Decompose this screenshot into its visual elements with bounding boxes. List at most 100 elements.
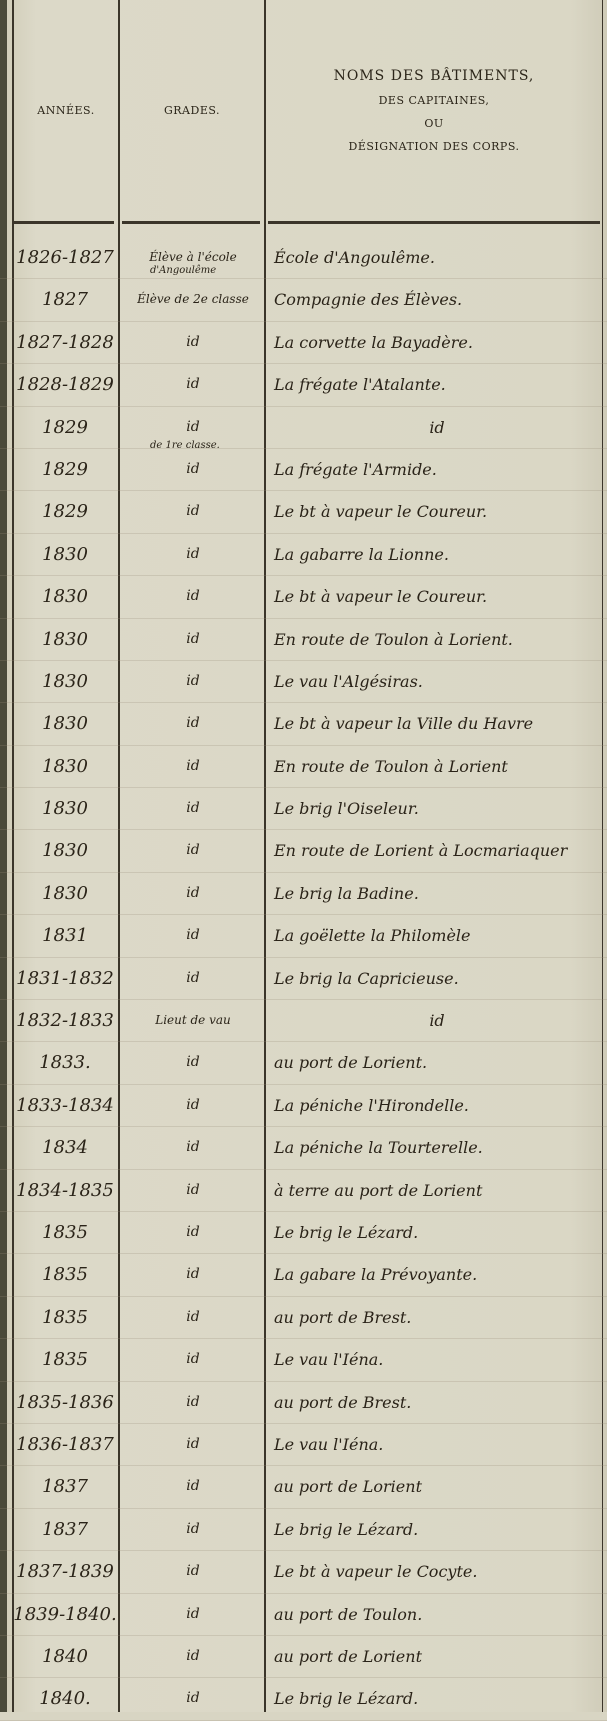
- register-row: 1835 id Le vau l'Iéna.: [0, 1339, 607, 1382]
- grade-cell: id: [186, 800, 200, 817]
- grade-cell: id: [186, 969, 200, 986]
- posting-cell: Le vau l'Iéna.: [274, 1350, 384, 1370]
- year-cell: 1827-1828: [16, 331, 114, 353]
- posting-cell: Le brig l'Oiseleur.: [274, 799, 419, 819]
- register-row: 1830 id En route de Lorient à Locmariaquer: [0, 830, 607, 873]
- grade-cell: id: [186, 1223, 200, 1240]
- posting-cell: La gabarre la Lionne.: [274, 544, 449, 564]
- year-cell: 1826-1827: [16, 247, 114, 268]
- register-row: 1837 id Le brig le Lézard.: [0, 1509, 607, 1552]
- column-divider: [602, 0, 603, 1712]
- grade-cell: Élève à l'école: [149, 250, 237, 264]
- posting-cell: au port de Toulon.: [274, 1604, 423, 1624]
- grade-cell: id: [186, 715, 200, 732]
- grade-cell: id: [186, 1139, 200, 1156]
- year-cell: 1835: [42, 1264, 88, 1286]
- posting-cell: Compagnie des Élèves.: [274, 290, 463, 310]
- register-row: 1833-1834 id La péniche l'Hirondelle.: [0, 1085, 607, 1128]
- posting-cell: Le bt à vapeur la Ville du Havre: [274, 714, 534, 734]
- grade-cell: id: [186, 545, 200, 562]
- grade-note-first-class: de 1re classe.: [150, 440, 220, 451]
- posting-cell: à terre au port de Lorient: [274, 1180, 483, 1200]
- register-rows: 1826-1827 Élève à l'école École d'Angoulêm…: [0, 237, 607, 1721]
- year-cell: 1830: [42, 882, 88, 904]
- grade-cell: id: [186, 460, 200, 477]
- page-edge: [0, 0, 7, 1712]
- year-cell: 1829: [42, 416, 88, 438]
- grade-cell: id: [186, 1054, 200, 1071]
- grade-cell: id: [186, 418, 200, 435]
- posting-cell: au port de Lorient: [274, 1646, 422, 1666]
- year-cell: 1835: [42, 1221, 88, 1243]
- year-cell: 1828-1829: [16, 374, 114, 396]
- register-row: 1833. id au port de Lorient.: [0, 1042, 607, 1085]
- register-row: 1835-1836 id au port de Brest.: [0, 1382, 607, 1424]
- grade-cell: id: [186, 1647, 200, 1664]
- header-rule: [268, 221, 600, 224]
- posting-cell: au port de Brest.: [274, 1307, 412, 1327]
- year-cell: 1829: [42, 501, 88, 523]
- register-row: 1830 id En route de Toulon à Lorient: [0, 746, 607, 789]
- register-row: 1840. id Le brig le Lézard.: [0, 1678, 607, 1721]
- year-cell: 1830: [42, 543, 88, 565]
- register-row: 1837-1839 id Le bt à vapeur le Cocyte.: [0, 1551, 607, 1594]
- year-cell: 1834: [42, 1137, 88, 1159]
- register-row: 1827-1828 id La corvette la Bayadère.: [0, 322, 607, 365]
- register-row: 1828-1829 id La frégate l'Atalante.: [0, 364, 607, 407]
- register-row: 1830 id Le vau l'Algésiras.: [0, 661, 607, 704]
- year-cell: 1835: [42, 1306, 88, 1328]
- header-names-line4: DÉSIGNATION DES CORPS.: [348, 139, 520, 153]
- header-rule: [122, 221, 260, 224]
- column-divider: [118, 0, 120, 1712]
- register-row: 1831 id La goëlette la Philomèle: [0, 915, 607, 958]
- year-cell: 1837: [42, 1476, 88, 1498]
- posting-cell: Le vau l'Algésiras.: [274, 671, 423, 691]
- grade-cell: id: [186, 1308, 200, 1325]
- posting-cell: Le brig le Lézard.: [274, 1519, 419, 1539]
- year-cell: 1830: [42, 755, 88, 777]
- register-row: 1830 id Le brig la Badine.: [0, 873, 607, 916]
- register-row: 1827 Élève de 2e classe Compagnie des Élèv…: [0, 279, 607, 322]
- register-row: 1839-1840. id au port de Toulon.: [0, 1594, 607, 1636]
- register-row: 1835 id La gabare la Prévoyante.: [0, 1254, 607, 1297]
- posting-cell: Le brig la Badine.: [274, 883, 419, 903]
- header-years: ANNÉES.: [14, 0, 118, 220]
- grade-cell: id: [186, 1393, 200, 1410]
- posting-cell: Le brig le Lézard.: [274, 1222, 419, 1242]
- year-cell: 1830: [42, 798, 88, 820]
- register-row: 1835 id au port de Brest.: [0, 1297, 607, 1340]
- header-names-line3: OU: [424, 116, 444, 130]
- year-cell: 1827: [42, 289, 88, 311]
- posting-cell: La frégate l'Atalante.: [274, 375, 446, 395]
- year-cell: 1832-1833: [16, 1010, 114, 1032]
- year-cell: 1835: [42, 1349, 88, 1371]
- register-row: 1840 id au port de Lorient: [0, 1636, 607, 1679]
- year-cell: 1833.: [39, 1052, 91, 1074]
- grade-cell: id: [186, 757, 200, 774]
- header-rule: [14, 221, 114, 224]
- grade-cell: id: [186, 376, 200, 393]
- posting-cell: id: [429, 1011, 445, 1031]
- column-divider: [12, 0, 14, 1712]
- posting-cell: En route de Lorient à Locmariaquer: [274, 841, 568, 861]
- register-row: 1836-1837 id Le vau l'Iéna.: [0, 1424, 607, 1467]
- register-row: 1829 id Le bt à vapeur le Coureur.: [0, 491, 607, 534]
- posting-cell: En route de Toulon à Lorient: [274, 756, 508, 776]
- year-cell: 1830: [42, 586, 88, 608]
- posting-cell: au port de Lorient.: [274, 1053, 428, 1073]
- posting-cell: au port de Lorient: [274, 1477, 422, 1497]
- grade-cell: id: [186, 588, 200, 605]
- year-cell: 1834-1835: [16, 1179, 114, 1201]
- grade-note-angouleme: d'Angoulême: [150, 265, 217, 276]
- year-cell: 1840: [42, 1645, 88, 1667]
- grade-cell: id: [186, 672, 200, 689]
- year-cell: 1840.: [39, 1688, 91, 1710]
- posting-cell: La péniche l'Hirondelle.: [274, 1095, 469, 1115]
- header-grades: GRADES.: [120, 0, 264, 220]
- register-row: 1837 id au port de Lorient: [0, 1466, 607, 1509]
- year-cell: 1829: [42, 458, 88, 480]
- posting-cell: En route de Toulon à Lorient.: [274, 629, 513, 649]
- header-names-line1: NOMS DES BÂTIMENTS,: [333, 67, 535, 84]
- grade-cell: id: [186, 1478, 200, 1495]
